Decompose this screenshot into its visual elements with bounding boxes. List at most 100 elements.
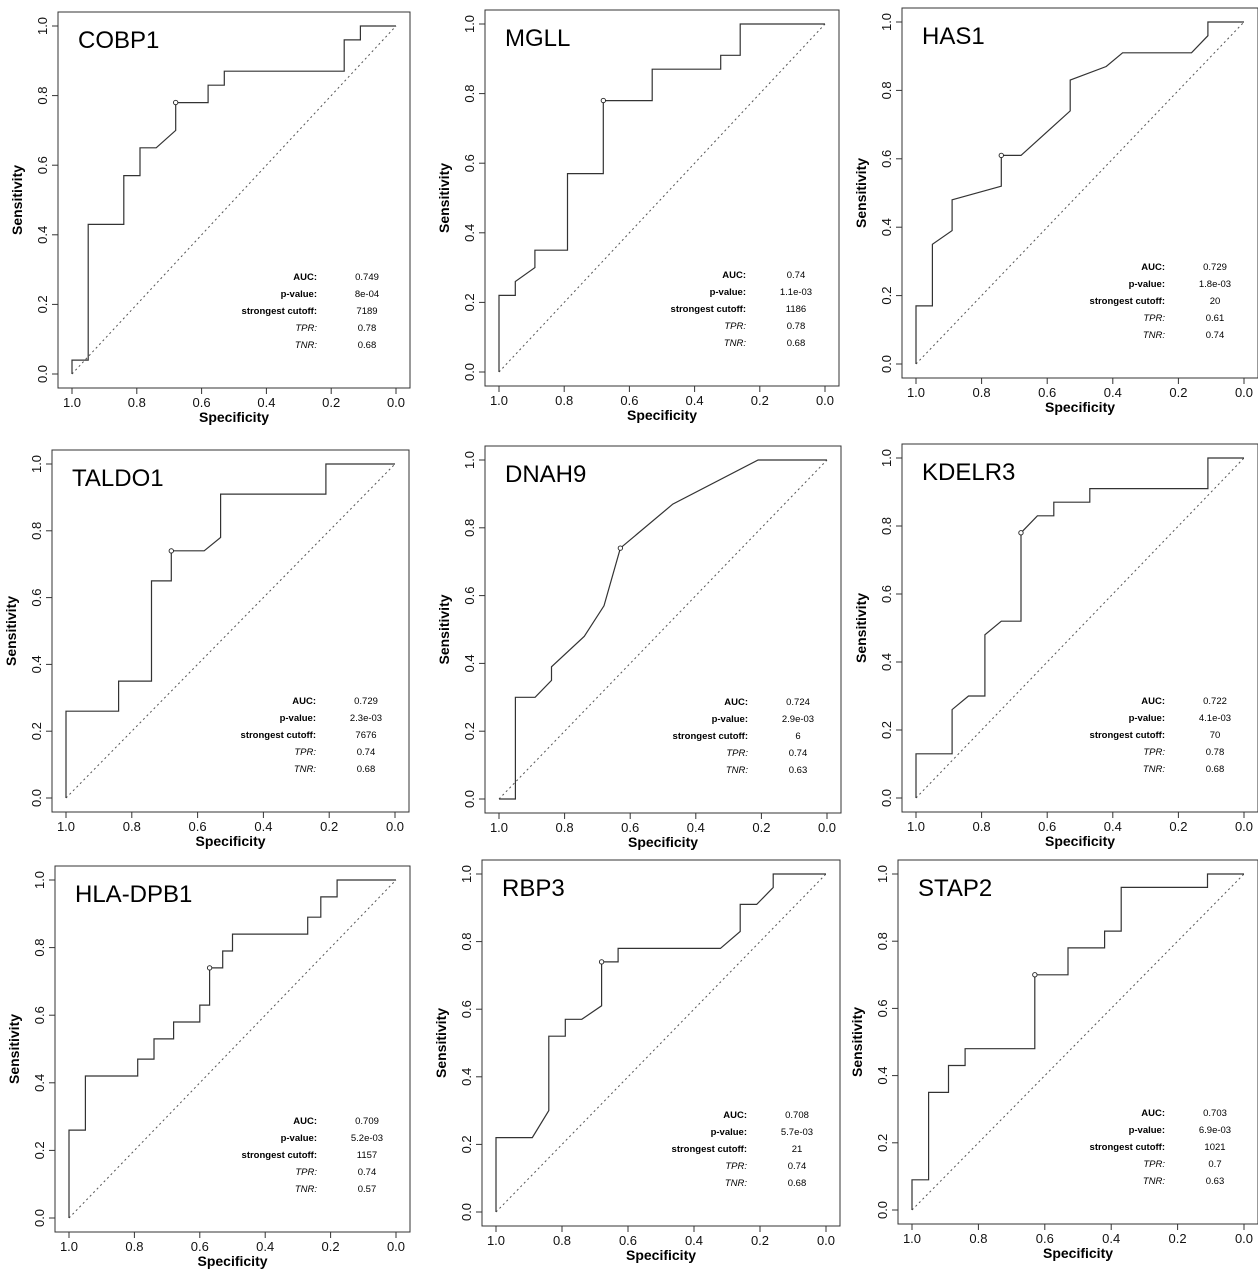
- stat-label: TNR:: [724, 338, 747, 349]
- y-tick-label: 0.8: [875, 932, 890, 950]
- x-axis-title: Specificity: [1043, 1245, 1113, 1261]
- x-axis-title: Specificity: [626, 1247, 696, 1263]
- y-tick-label: 1.0: [35, 17, 50, 35]
- roc-panel-rbp3: 1.0 0.8 0.6 0.4 0.2 0.0 0.0 0.2 0.4 0.6 0.8 1.0 Spec…: [432, 856, 842, 1275]
- y-tick-label: 0.6: [462, 587, 477, 605]
- roc-curve: [71, 25, 396, 374]
- y-axis-title: Sensitivity: [853, 593, 869, 663]
- y-axis-title: Sensitivity: [436, 163, 452, 233]
- stat-value: 0.708: [785, 1110, 809, 1121]
- plot-area: 1.0 0.8 0.6 0.4 0.2 0.0 0.0 0.2 0.4 0.6 0.8 1.0 Spec…: [3, 449, 410, 849]
- stat-label: p-value:: [1129, 279, 1165, 290]
- x-tick-label: 0.0: [818, 820, 836, 835]
- x-tick-label: 0.0: [1235, 385, 1253, 400]
- x-tick-label: 0.8: [125, 1239, 143, 1254]
- stat-value: 5.7e-03: [781, 1127, 813, 1138]
- roc-panel-kdelr3: 1.0 0.8 0.6 0.4 0.2 0.0 0.0 0.2 0.4 0.6 0.8 1.0 Spec…: [852, 440, 1258, 861]
- y-tick-label: 1.0: [879, 13, 894, 31]
- stat-label: TPR:: [295, 323, 317, 334]
- y-tick-label: 0.2: [879, 721, 894, 739]
- roc-panel-mgll: 1.0 0.8 0.6 0.4 0.2 0.0 0.0 0.2 0.4 0.6 0.8 1.0 Spec…: [435, 6, 841, 435]
- best-threshold-point: [998, 152, 1004, 159]
- stat-label: strongest cutoff:: [1090, 1142, 1165, 1153]
- stat-label: TPR:: [1143, 313, 1165, 324]
- stat-label: p-value:: [1129, 1125, 1165, 1136]
- stat-value: 0.68: [788, 1178, 807, 1189]
- best-threshold-point: [1018, 530, 1024, 536]
- stat-value: 2.9e-03: [782, 714, 814, 725]
- plot-area: 1.0 0.8 0.6 0.4 0.2 0.0 0.0 0.2 0.4 0.6 0.8 1.0 Spec…: [436, 9, 840, 423]
- roc-curve: [915, 21, 1244, 364]
- y-tick-label: 1.0: [462, 451, 477, 469]
- reference-diagonal: [65, 463, 396, 799]
- x-tick-label: 0.6: [189, 819, 207, 834]
- stat-label: TNR:: [725, 1178, 748, 1189]
- stat-value: 0.74: [788, 1161, 807, 1172]
- roc-curve: [65, 463, 395, 798]
- plot-area: 1.0 0.8 0.6 0.4 0.2 0.0 0.0 0.2 0.4 0.6 0.8 1.0 Spec…: [853, 443, 1258, 849]
- plot-frame: [484, 9, 840, 387]
- x-tick-label: 1.0: [907, 385, 925, 400]
- y-tick-label: 0.0: [879, 355, 894, 373]
- y-tick-label: 0.2: [462, 722, 477, 740]
- stat-label: TPR:: [295, 1167, 317, 1178]
- y-tick-label: 1.0: [459, 865, 474, 883]
- stat-value: 0.729: [1203, 262, 1227, 273]
- x-tick-label: 0.4: [687, 820, 705, 835]
- roc-curve: [498, 23, 825, 372]
- y-tick-label: 0.4: [879, 653, 894, 671]
- y-tick-label: 0.4: [462, 224, 477, 242]
- best-threshold-point: [600, 97, 606, 104]
- y-tick-label: 0.0: [462, 790, 477, 808]
- stat-label: strongest cutoff:: [673, 731, 748, 742]
- plot-frame: [897, 859, 1258, 1225]
- stat-label: TPR:: [724, 321, 746, 332]
- reference-diagonal: [68, 879, 397, 1219]
- roc-chart-svg: 1.0 0.8 0.6 0.4 0.2 0.0 0.0 0.2 0.4 0.6 0.8 1.0 Spec…: [6, 865, 411, 1269]
- plot-frame: [57, 11, 411, 389]
- x-axis-title: Specificity: [1045, 833, 1115, 849]
- reference-diagonal: [911, 873, 1245, 1211]
- roc-chart-svg: 1.0 0.8 0.6 0.4 0.2 0.0 0.0 0.2 0.4 0.6 0.8 1.0 Spec…: [9, 11, 411, 425]
- stat-value: 20: [1210, 296, 1221, 307]
- stat-label: TNR:: [1143, 330, 1166, 341]
- x-tick-label: 1.0: [60, 1239, 78, 1254]
- stat-label: AUC:: [1141, 1108, 1165, 1119]
- stat-value: 0.68: [1206, 764, 1225, 775]
- roc-curve: [68, 879, 396, 1218]
- stat-label: strongest cutoff:: [242, 306, 317, 317]
- plot-frame: [484, 445, 842, 814]
- stat-label: p-value:: [710, 287, 746, 298]
- x-tick-label: 0.0: [387, 395, 405, 410]
- stat-label: TPR:: [1143, 747, 1165, 758]
- y-tick-label: 0.0: [459, 1203, 474, 1221]
- stat-label: TPR:: [725, 1161, 747, 1172]
- stat-value: 6.9e-03: [1199, 1125, 1231, 1136]
- x-tick-label: 0.8: [973, 819, 991, 834]
- plot-area: 1.0 0.8 0.6 0.4 0.2 0.0 0.0 0.2 0.4 0.6 0.8 1.0 Spec…: [6, 865, 411, 1269]
- x-tick-label: 0.6: [620, 393, 638, 408]
- x-tick-label: 0.0: [1235, 819, 1253, 834]
- x-tick-label: 0.2: [322, 1239, 340, 1254]
- y-tick-label: 1.0: [32, 871, 47, 889]
- x-tick-label: 0.4: [1104, 385, 1122, 400]
- y-tick-label: 0.4: [35, 226, 50, 244]
- stat-label: TNR:: [295, 1184, 318, 1195]
- y-tick-label: 0.0: [875, 1201, 890, 1219]
- y-tick-label: 0.6: [875, 999, 890, 1017]
- reference-diagonal: [498, 459, 828, 800]
- stat-label: TNR:: [1143, 1176, 1166, 1187]
- roc-chart-svg: 1.0 0.8 0.6 0.4 0.2 0.0 0.0 0.2 0.4 0.6 0.8 1.0 Spec…: [849, 859, 1258, 1261]
- y-tick-label: 0.8: [462, 519, 477, 537]
- stat-label: AUC:: [293, 1116, 317, 1127]
- stat-value: 0.68: [787, 338, 806, 349]
- stat-value: 0.703: [1203, 1108, 1227, 1119]
- roc-chart-svg: 1.0 0.8 0.6 0.4 0.2 0.0 0.0 0.2 0.4 0.6 0.8 1.0 Spec…: [3, 449, 410, 849]
- y-tick-label: 0.0: [462, 363, 477, 381]
- roc-curve: [499, 459, 827, 800]
- x-tick-label: 0.6: [1036, 1231, 1054, 1246]
- y-tick-label: 0.2: [462, 293, 477, 311]
- x-tick-label: 0.4: [257, 395, 275, 410]
- roc-panel-taldo1: 1.0 0.8 0.6 0.4 0.2 0.0 0.0 0.2 0.4 0.6 0.8 1.0 Spec…: [2, 446, 411, 861]
- x-axis-title: Specificity: [627, 407, 697, 423]
